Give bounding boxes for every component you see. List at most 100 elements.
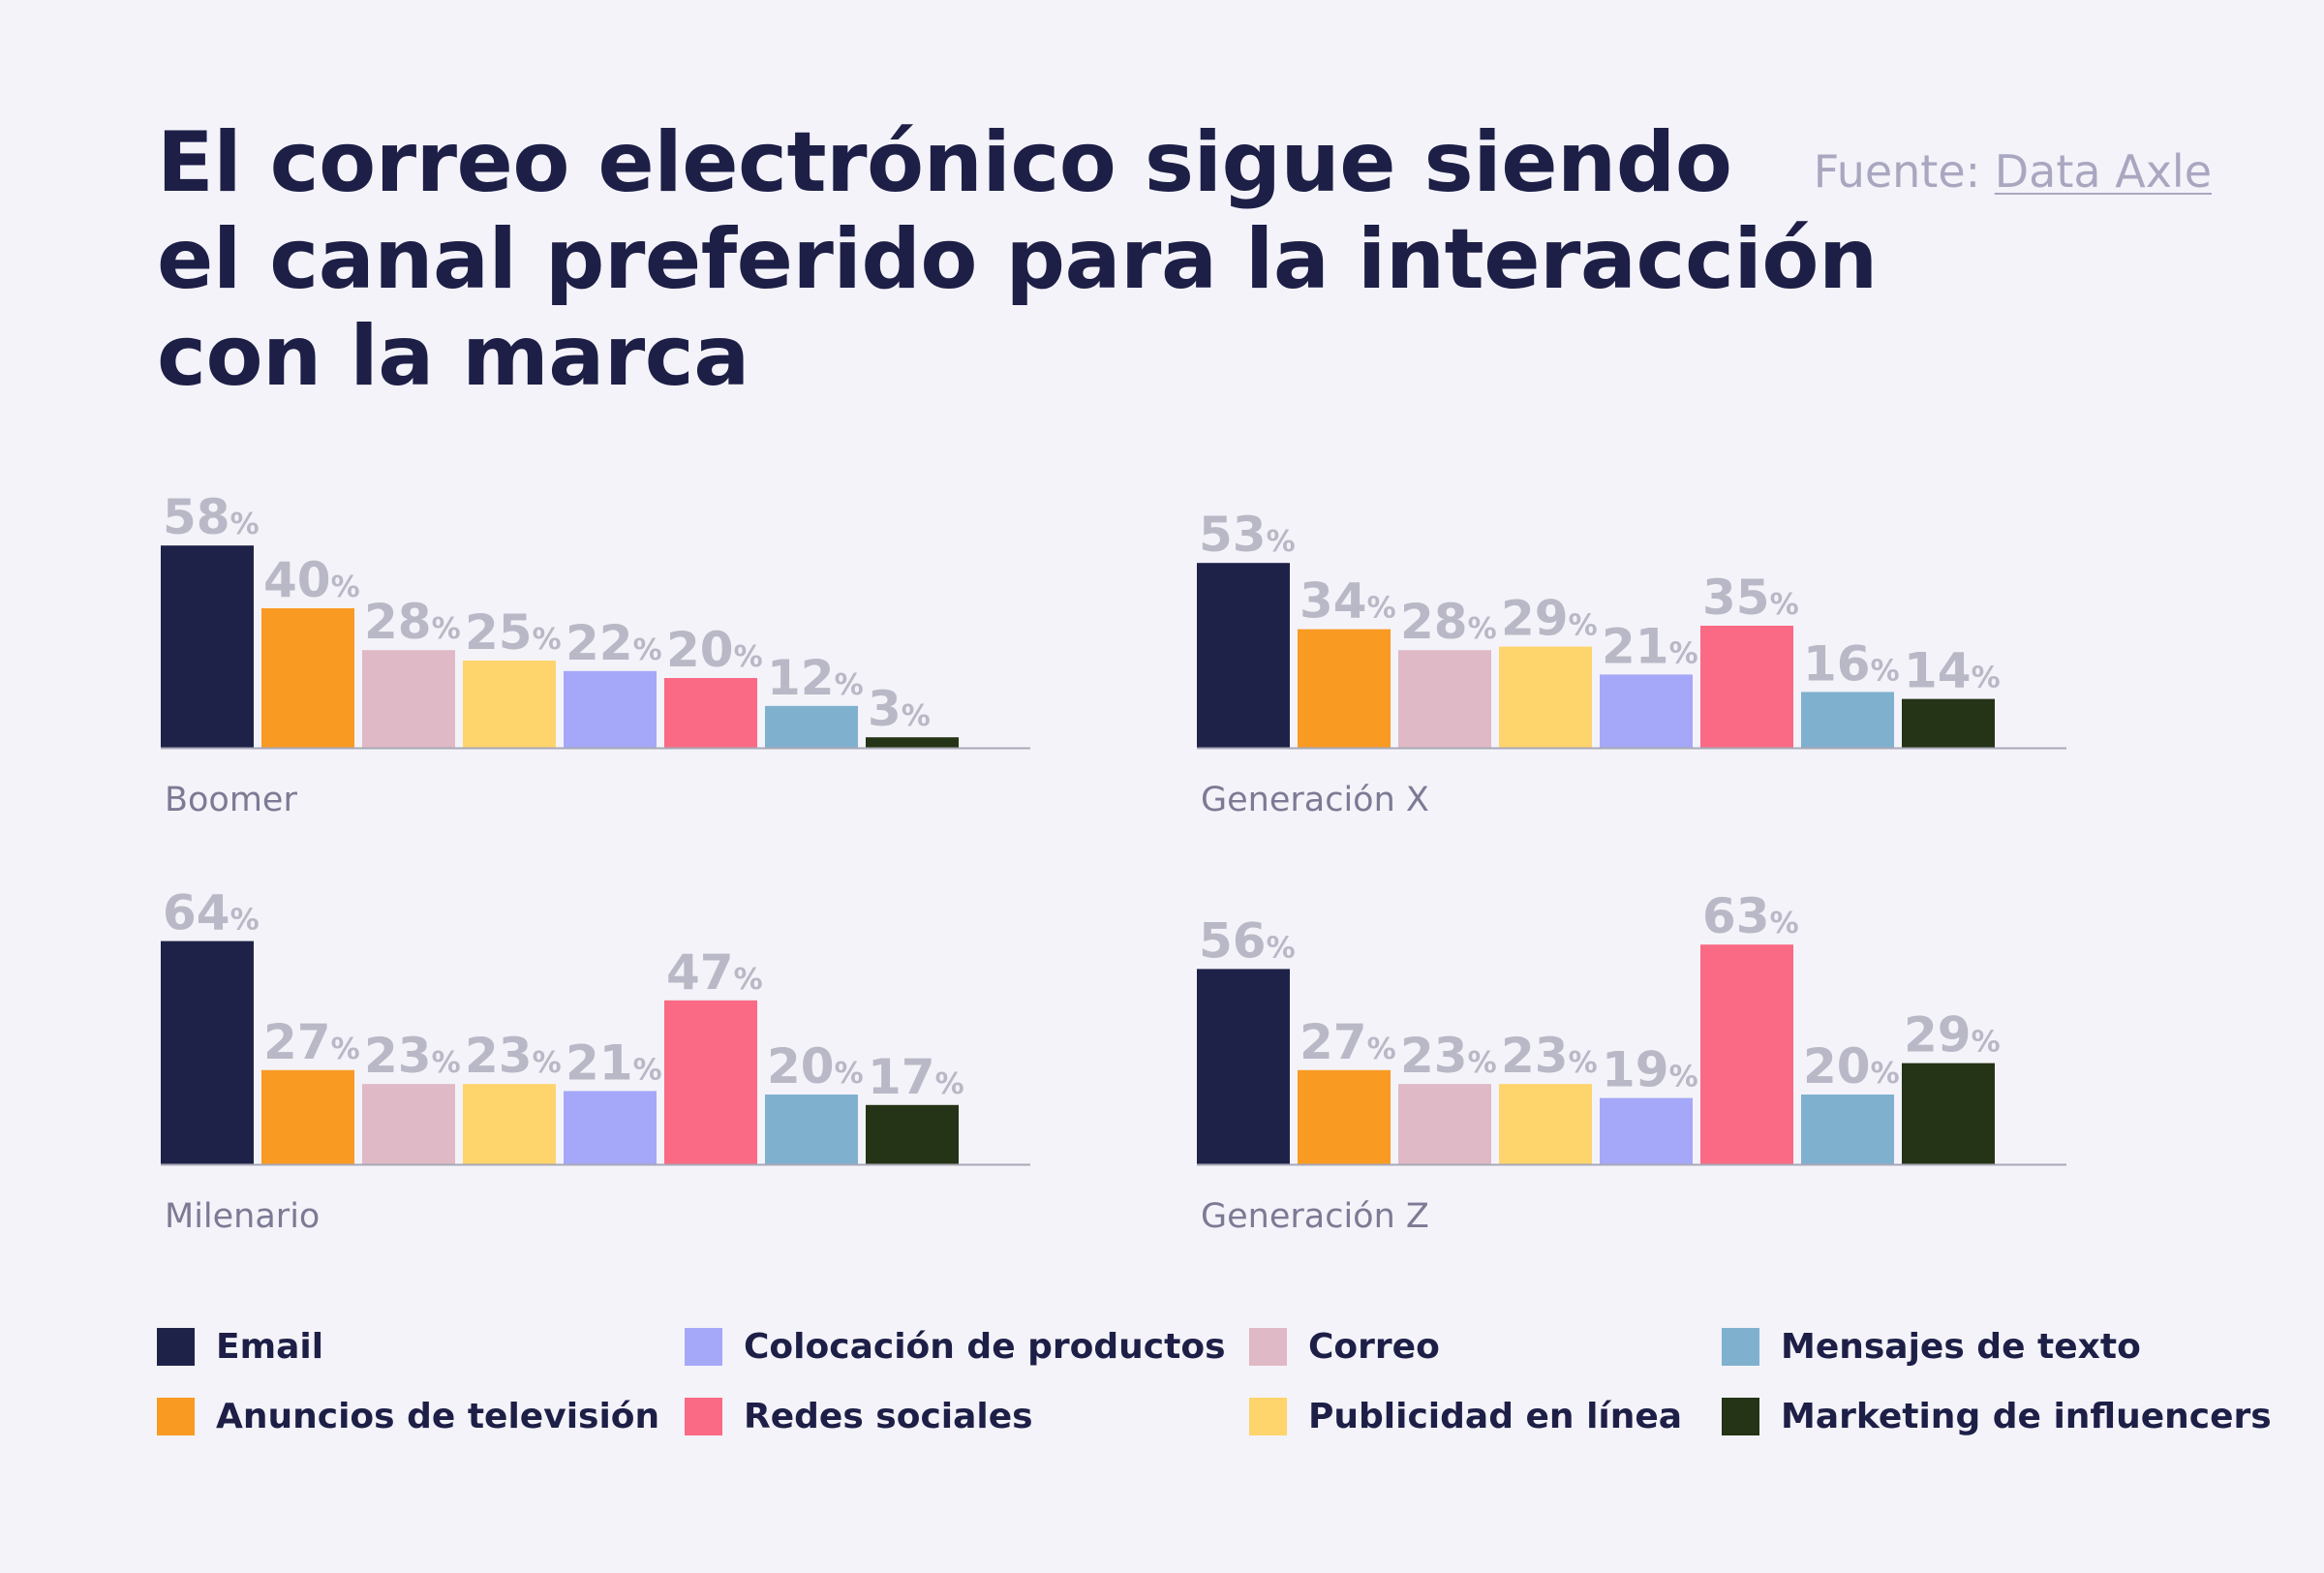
data-label: 28% xyxy=(1400,594,1497,650)
panel-label: Boomer xyxy=(165,781,297,819)
data-label: 3% xyxy=(868,681,931,737)
data-label: 23% xyxy=(465,1028,562,1084)
panel-generacion-x: 53% 34% 28% 29% 21% 35% 16% 14% Generación X xyxy=(1197,475,2068,833)
data-label: 63% xyxy=(1702,888,1799,944)
data-label: 21% xyxy=(566,1034,662,1091)
legend-label: Mensajes de texto xyxy=(1781,1326,2141,1367)
data-label: 28% xyxy=(364,594,461,650)
data-label: 23% xyxy=(1501,1028,1598,1084)
legend-item-product: Colocación de productos xyxy=(685,1326,1226,1367)
bar-tv xyxy=(261,1069,354,1164)
bar-text xyxy=(1801,692,1894,748)
bar-tv xyxy=(1298,629,1391,748)
title-line: con la marca xyxy=(157,308,749,405)
legend-swatch xyxy=(1249,1327,1287,1366)
bar-influencer xyxy=(866,1104,959,1164)
data-label: 23% xyxy=(1400,1028,1497,1084)
bar-chart-milenario: 64%27% 23% 23% 21%47%20% 17% xyxy=(161,885,1030,1166)
panel-generacion-z: 56% 27% 23% 23% 19% 63% 20% 29% Generación Z xyxy=(1197,881,2068,1249)
bar-email xyxy=(1197,563,1290,748)
data-label: 29% xyxy=(1501,591,1598,647)
bar-text xyxy=(765,705,858,748)
legend-swatch xyxy=(1722,1397,1759,1435)
data-label: 29% xyxy=(1904,1007,2001,1064)
source-credit: Fuente: Data Axle xyxy=(1814,145,2212,198)
legend-swatch xyxy=(1249,1397,1287,1435)
bar-social xyxy=(1700,626,1793,748)
bar-product xyxy=(564,1091,657,1164)
panel-label: Generación Z xyxy=(1201,1197,1429,1236)
bar-text xyxy=(765,1095,858,1164)
bar-correo xyxy=(362,1084,455,1164)
legend-label: Publicidad en línea xyxy=(1308,1396,1683,1436)
bar-chart-generacion-z: 56%27% 23% 23% 19%63%20%29% xyxy=(1197,888,2066,1166)
panel-milenario: 64% 27% 23% 23% 21% 47% 20% 17% Milenario xyxy=(161,881,1032,1249)
title-line: El correo electrónico sigue siendo xyxy=(157,114,1732,211)
data-label: 21% xyxy=(1602,618,1698,674)
bar-text xyxy=(1801,1095,1894,1164)
panel-label: Generación X xyxy=(1201,781,1429,819)
bar-online xyxy=(1499,646,1592,748)
legend-swatch xyxy=(157,1327,195,1366)
data-label: 27% xyxy=(263,1014,360,1070)
legend-swatch xyxy=(685,1397,722,1435)
legend-item-correo: Correo xyxy=(1249,1326,1440,1367)
source-prefix: Fuente: xyxy=(1813,145,1995,198)
legend-item-text: Mensajes de texto xyxy=(1722,1326,2141,1367)
data-label: 12% xyxy=(767,650,864,706)
bar-product xyxy=(1600,674,1693,748)
data-label: 35% xyxy=(1702,570,1799,626)
bar-chart-generacion-x: 53%34% 28% 29% 21%35%16% 14% xyxy=(1197,507,2066,750)
panel-boomer: 58% 40% 28% 25% 22% 20% 12% 3% Boomer xyxy=(161,475,1032,833)
bar-email xyxy=(161,545,254,748)
data-label: 20% xyxy=(1803,1038,1900,1095)
bar-online xyxy=(463,661,556,748)
data-label: 58% xyxy=(163,489,260,545)
legend-item-email: Email xyxy=(157,1326,324,1367)
legend-swatch xyxy=(157,1397,195,1435)
source-link[interactable]: Data Axle xyxy=(1994,145,2212,198)
bar-tv xyxy=(1298,1069,1391,1164)
bar-online xyxy=(1499,1084,1592,1164)
panel-label: Milenario xyxy=(165,1197,321,1236)
legend-item-online: Publicidad en línea xyxy=(1249,1396,1683,1436)
data-label: 25% xyxy=(465,604,562,661)
legend-label: Colocación de productos xyxy=(744,1326,1226,1367)
bar-product xyxy=(1600,1097,1693,1164)
bar-social xyxy=(664,1000,757,1164)
bar-influencer xyxy=(1902,698,1995,748)
bar-tv xyxy=(261,608,354,748)
bar-social xyxy=(1700,944,1793,1164)
legend-label: Email xyxy=(216,1326,324,1367)
title-line: el canal preferido para la interacción xyxy=(157,211,1878,308)
legend-label: Correo xyxy=(1308,1326,1440,1367)
data-label: 16% xyxy=(1803,635,1900,692)
bar-product xyxy=(564,670,657,748)
bar-correo xyxy=(362,650,455,748)
data-label: 23% xyxy=(364,1028,461,1084)
data-label: 17% xyxy=(868,1049,964,1105)
data-label: 19% xyxy=(1602,1042,1698,1098)
bar-chart-boomer: 58%40%28% 25% 22% 20% 12% 3% xyxy=(161,489,1030,750)
data-label: 14% xyxy=(1904,643,2001,699)
bar-online xyxy=(463,1084,556,1164)
legend-item-social: Redes sociales xyxy=(685,1396,1033,1436)
data-label: 40% xyxy=(263,552,360,608)
chart-title: El correo electrónico sigue siendo el ca… xyxy=(157,114,1878,405)
bar-influencer xyxy=(866,737,959,748)
bar-correo xyxy=(1398,650,1491,748)
bar-social xyxy=(664,678,757,748)
data-label: 20% xyxy=(666,622,763,678)
data-label: 47% xyxy=(666,944,763,1001)
data-label: 34% xyxy=(1300,573,1396,630)
legend-label: Redes sociales xyxy=(744,1396,1033,1436)
data-label: 20% xyxy=(767,1038,864,1095)
legend-swatch xyxy=(685,1327,722,1366)
bar-email xyxy=(1197,969,1290,1164)
bar-correo xyxy=(1398,1084,1491,1164)
legend-swatch xyxy=(1722,1327,1759,1366)
data-label: 27% xyxy=(1300,1014,1396,1070)
bar-email xyxy=(161,941,254,1164)
bar-influencer xyxy=(1902,1063,1995,1164)
legend-item-influencer: Marketing de influencers xyxy=(1722,1397,2272,1436)
